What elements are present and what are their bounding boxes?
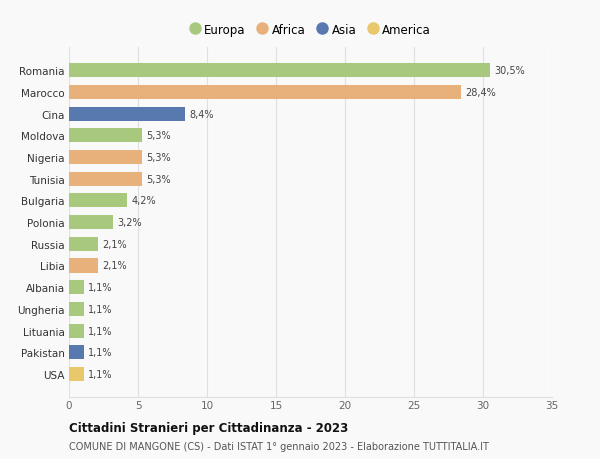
Text: 28,4%: 28,4% <box>465 88 496 98</box>
Text: 30,5%: 30,5% <box>494 66 525 76</box>
Text: 5,3%: 5,3% <box>146 153 171 162</box>
Bar <box>69 194 127 208</box>
Bar <box>69 346 84 359</box>
Text: 1,1%: 1,1% <box>88 347 113 358</box>
Bar <box>69 172 142 186</box>
Text: 4,2%: 4,2% <box>131 196 156 206</box>
Bar <box>69 64 490 78</box>
Bar <box>69 129 142 143</box>
Bar <box>69 237 98 251</box>
Bar <box>69 280 84 295</box>
Text: 8,4%: 8,4% <box>189 109 214 119</box>
Text: 5,3%: 5,3% <box>146 174 171 185</box>
Bar <box>69 259 98 273</box>
Bar <box>69 216 113 230</box>
Text: 2,1%: 2,1% <box>102 239 127 249</box>
Text: 1,1%: 1,1% <box>88 304 113 314</box>
Bar <box>69 107 185 122</box>
Text: 1,1%: 1,1% <box>88 326 113 336</box>
Bar <box>69 367 84 381</box>
Bar <box>69 302 84 316</box>
Text: COMUNE DI MANGONE (CS) - Dati ISTAT 1° gennaio 2023 - Elaborazione TUTTITALIA.IT: COMUNE DI MANGONE (CS) - Dati ISTAT 1° g… <box>69 441 489 451</box>
Text: 2,1%: 2,1% <box>102 261 127 271</box>
Text: 1,1%: 1,1% <box>88 283 113 292</box>
Bar <box>69 324 84 338</box>
Text: 1,1%: 1,1% <box>88 369 113 379</box>
Text: Cittadini Stranieri per Cittadinanza - 2023: Cittadini Stranieri per Cittadinanza - 2… <box>69 421 348 434</box>
Bar <box>69 151 142 165</box>
Bar <box>69 86 461 100</box>
Legend: Europa, Africa, Asia, America: Europa, Africa, Asia, America <box>185 19 436 42</box>
Text: 5,3%: 5,3% <box>146 131 171 141</box>
Text: 3,2%: 3,2% <box>118 218 142 228</box>
